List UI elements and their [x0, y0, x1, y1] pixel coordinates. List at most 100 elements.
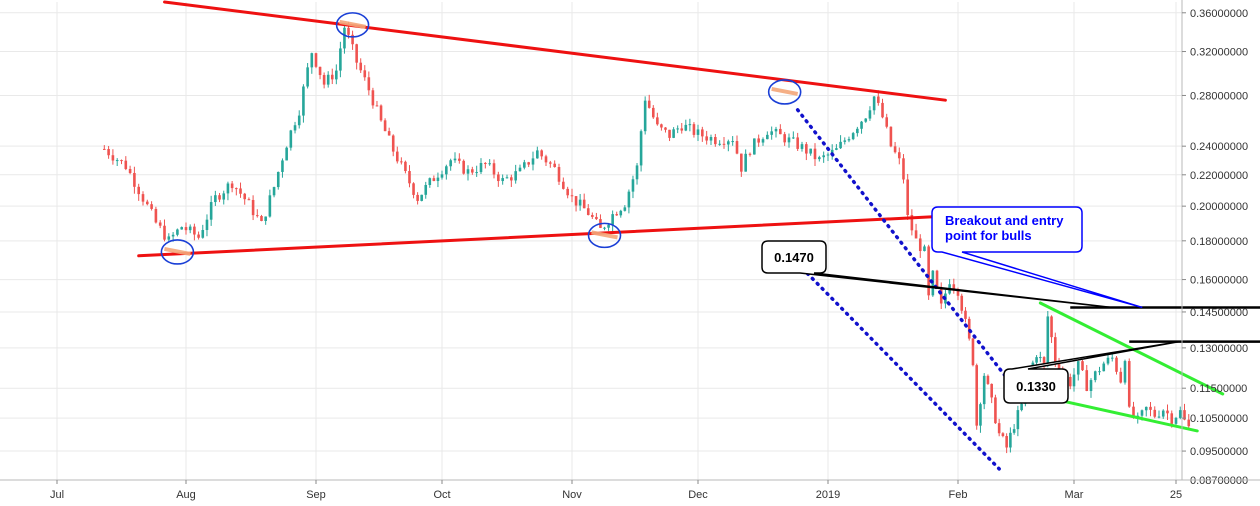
candle-body: [230, 183, 234, 189]
candle-body: [141, 194, 145, 202]
y-tick-label: 0.18000000: [1190, 236, 1248, 248]
candle-body: [893, 146, 897, 153]
candle-body: [176, 229, 179, 235]
candle-body: [770, 131, 773, 135]
pivot-circle: [587, 222, 622, 249]
candle-body: [619, 210, 623, 216]
callout-1330-label: 0.1330: [1016, 379, 1056, 394]
candle-body: [111, 155, 115, 161]
candle-body: [107, 149, 110, 156]
candle-body: [1178, 410, 1182, 418]
candle-body: [339, 48, 342, 71]
y-tick-label: 0.36000000: [1190, 8, 1248, 20]
candle-body: [1016, 410, 1020, 430]
candle-body: [488, 163, 491, 165]
candle-body: [1053, 337, 1057, 364]
candle-body: [757, 138, 760, 143]
x-tick-label: 25: [1170, 489, 1182, 501]
candle-body: [1187, 419, 1191, 427]
candle-body: [1153, 409, 1157, 417]
candle-body: [453, 158, 457, 161]
candle-body: [133, 172, 136, 187]
candle-body: [1157, 416, 1161, 418]
y-tick-label: 0.13000000: [1190, 343, 1248, 355]
candle-body: [839, 141, 842, 149]
candle-body: [218, 195, 221, 200]
triangle-lower-trendline: [137, 214, 947, 258]
candle-body: [214, 195, 217, 203]
candle-body: [1110, 357, 1114, 359]
candle-body: [209, 202, 213, 220]
candle-body: [247, 199, 251, 201]
candle-body: [586, 208, 590, 215]
candle-body: [226, 183, 230, 194]
candle-body: [956, 288, 960, 296]
candle-body: [885, 117, 889, 127]
candle-body: [718, 143, 721, 145]
x-tick-label: Dec: [688, 489, 708, 501]
y-tick-label: 0.24000000: [1190, 141, 1248, 153]
candle-body: [753, 138, 756, 155]
candle-body: [251, 199, 255, 216]
candle-body: [566, 188, 569, 196]
candle-body: [268, 195, 272, 217]
candle-body: [158, 222, 162, 226]
candle-body: [276, 171, 280, 188]
candle-body: [800, 144, 804, 149]
candle-body: [1076, 361, 1080, 375]
candle-body: [935, 270, 939, 288]
candle-body: [847, 139, 851, 141]
candle-body: [982, 375, 986, 405]
candle-body: [709, 137, 713, 141]
callout-breakout-box: [931, 206, 1143, 309]
candle-body: [1170, 413, 1174, 424]
x-tick-label: Jul: [50, 489, 64, 501]
candle-body: [395, 151, 399, 162]
candle-body: [994, 397, 997, 424]
candle-body: [897, 152, 901, 159]
candle-body: [805, 144, 808, 154]
x-tick-label: Sep: [306, 489, 326, 501]
candle-body: [322, 75, 326, 85]
falling-channel-lower-dotted: [795, 261, 1001, 471]
candle-body: [484, 162, 487, 164]
candle-body: [889, 126, 893, 147]
candle-body: [868, 110, 872, 119]
candle-body: [264, 216, 267, 221]
candle-body: [688, 124, 692, 126]
candle-body: [424, 184, 428, 195]
x-tick-label: Nov: [562, 489, 582, 501]
candle-body: [910, 214, 914, 231]
candle-body: [578, 199, 582, 206]
candle-body: [293, 125, 297, 131]
green-channel-upper-line: [1038, 301, 1225, 396]
candle-body: [1140, 410, 1144, 416]
time-axis[interactable]: Jul Aug Sep Oct Nov Dec 2019 Feb Mar 25: [0, 479, 1260, 501]
candle-body: [314, 53, 318, 67]
candle-body: [967, 318, 971, 339]
candle-body: [553, 163, 556, 168]
candle-body: [668, 129, 671, 138]
candle-body: [371, 90, 375, 106]
y-tick-label: 0.08700000: [1190, 475, 1248, 487]
candle-body: [462, 160, 465, 174]
candle-body: [363, 70, 367, 78]
candle-body: [692, 124, 696, 135]
x-tick-label: 2019: [816, 489, 840, 501]
candle-body: [856, 128, 859, 134]
candle-body: [623, 207, 627, 211]
candle-body: [1144, 406, 1148, 411]
candle-body: [239, 188, 242, 194]
candle-body: [549, 162, 552, 164]
candle-body: [492, 163, 496, 175]
candle-body: [1001, 433, 1005, 437]
price-axis[interactable]: 0.36000000 0.32000000 0.28000000 0.24000000…: [1181, 0, 1248, 487]
candle-body: [432, 178, 436, 182]
candle-body: [466, 169, 470, 174]
candle-body: [475, 172, 478, 174]
candle-body: [1057, 363, 1061, 373]
candle-body: [375, 105, 379, 107]
candle-body: [672, 129, 675, 138]
candle-body: [796, 137, 799, 149]
